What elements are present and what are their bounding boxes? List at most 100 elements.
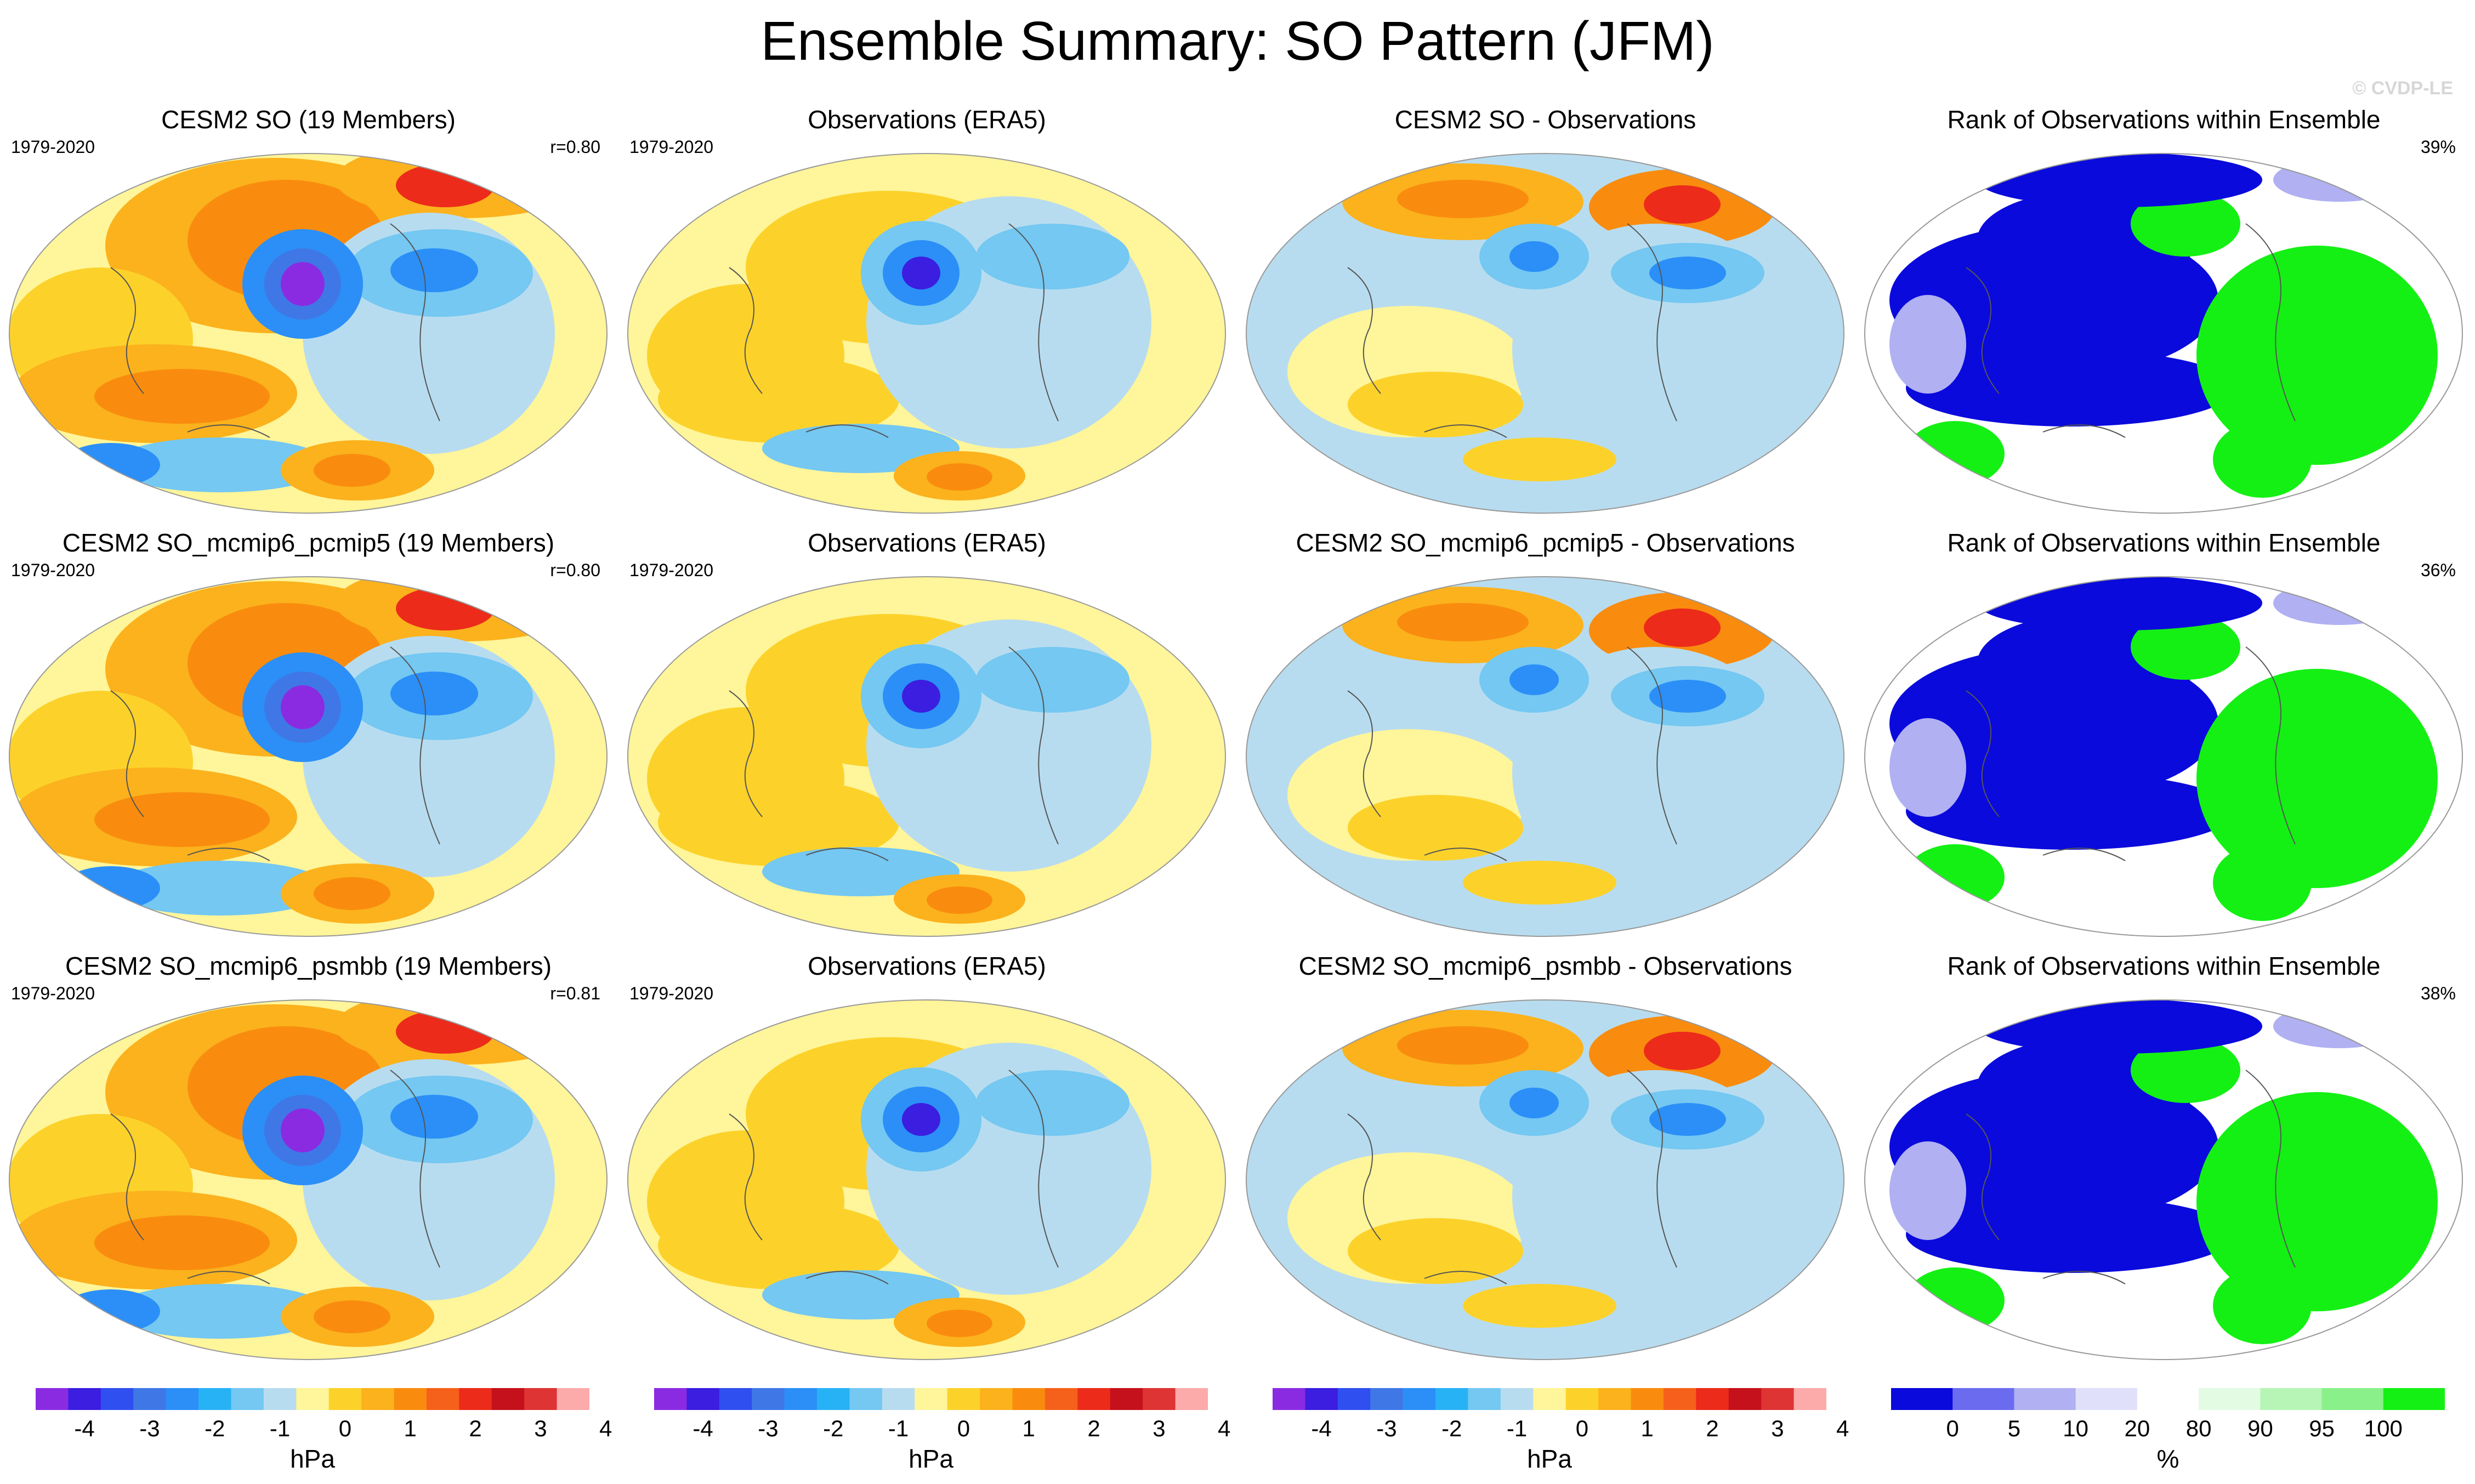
colorbar-units: hPa: [290, 1445, 335, 1473]
tropical-low-rank: [1906, 350, 2235, 427]
southern-low: [111, 437, 330, 492]
map-rank: [1864, 576, 2463, 937]
coastline: [2245, 1070, 2296, 1268]
period-label: 1979-2020: [629, 560, 714, 580]
north-america-low-core: [390, 672, 478, 715]
colorbar-swatch: [686, 1388, 720, 1410]
maritime-high: [658, 778, 899, 866]
colorbar-swatch: [263, 1388, 297, 1410]
colorbar-swatch: [1175, 1388, 1208, 1410]
colorbar-swatch: [328, 1388, 362, 1410]
map-border: [1246, 153, 1844, 514]
coastline: [390, 223, 440, 422]
coastline: [805, 1271, 889, 1284]
colorbar-swatch: [784, 1388, 818, 1410]
map-border: [9, 576, 608, 937]
colorbar-tick-label: 1: [1640, 1415, 1654, 1441]
panel-obs-row-2: Observations (ERA5) 1979-2020: [618, 522, 1235, 944]
coastline: [729, 1113, 763, 1241]
colorbar-tick-label: 10: [2063, 1415, 2089, 1441]
colorbar-swatch: [1403, 1388, 1436, 1410]
coastline: [1424, 424, 1507, 438]
colorbar-tick-label: 4: [1218, 1415, 1231, 1441]
panel-rank-row-2: Rank of Observations within Ensemble 36%: [1855, 522, 2472, 944]
colorbar-swatch: [2137, 1388, 2199, 1410]
map-model: [9, 153, 608, 514]
colorbar-tick-label: 0: [338, 1415, 352, 1441]
colorbar-units: %: [2156, 1445, 2179, 1473]
arctic-high-core: [396, 163, 495, 207]
panel-obs-row-1: Observations (ERA5) 1979-2020: [618, 99, 1235, 521]
colorbar-swatch: [2321, 1388, 2384, 1410]
colorbar-tick-label: 4: [599, 1415, 612, 1441]
colorbar-swatch: [394, 1388, 427, 1410]
north-high-rank: [2131, 614, 2240, 680]
colorbar-swatch: [915, 1388, 948, 1410]
aleutian-low-core: [902, 680, 940, 713]
maritime-positive: [1348, 795, 1523, 861]
maritime-high-core: [94, 369, 270, 424]
period-label: 1979-2020: [11, 983, 95, 1003]
north-high-rank: [2131, 191, 2240, 257]
colorbar-units: hPa: [909, 1445, 953, 1473]
colorbar-tick-label: 3: [1153, 1415, 1166, 1441]
coastline: [2042, 848, 2126, 861]
map-obs: [627, 153, 1226, 514]
colorbar-swatch: [2199, 1388, 2261, 1410]
map-border: [627, 576, 1226, 937]
colorbar-swatch: [1598, 1388, 1632, 1410]
period-label: 1979-2020: [11, 137, 95, 157]
west-edge-low-rank: [1889, 1141, 1966, 1240]
colorbar-tick-label: 2: [1706, 1415, 1719, 1441]
colorbar-tick-label: -4: [74, 1415, 95, 1441]
panel-title: CESM2 SO - Observations: [1394, 105, 1696, 134]
panel-title: Rank of Observations within Ensemble: [1947, 105, 2381, 134]
colorbar-swatch: [1533, 1388, 1566, 1410]
colorbar-tick-label: 80: [2186, 1415, 2212, 1441]
south-pacific-high-core: [314, 1300, 390, 1333]
colorbar-swatch: [980, 1388, 1013, 1410]
maritime-positive: [1348, 1218, 1523, 1284]
siberia-positive-core: [1644, 185, 1721, 224]
tropical-low-rank: [1906, 1196, 2235, 1273]
panel-title: CESM2 SO_mcmip6_pcmip5 - Observations: [1296, 528, 1795, 557]
colorbar-2: -4 -3 -2 -1 0 1 2 3 4 hPa: [654, 1388, 1230, 1473]
coastline: [1966, 690, 2000, 817]
map-model: [9, 576, 608, 937]
colorbar-swatch: [1435, 1388, 1468, 1410]
map-border: [1246, 999, 1844, 1360]
coastline: [390, 646, 440, 845]
colorbar-swatch: [2014, 1388, 2076, 1410]
coastline: [2245, 646, 2296, 845]
colorbar-swatch: [361, 1388, 395, 1410]
colorbar-swatch: [1045, 1388, 1078, 1410]
colorbar-swatch: [1696, 1388, 1729, 1410]
pattern-correlation: r=0.81: [550, 983, 600, 1003]
panel-diff-row-1: CESM2 SO - Observations: [1237, 99, 1854, 521]
map-rank: [1864, 999, 2463, 1360]
colorbar-swatch: [524, 1388, 558, 1410]
colorbar-swatch: [231, 1388, 264, 1410]
south-pacific-positive: [1463, 1284, 1616, 1328]
colorbar-swatch: [36, 1388, 69, 1410]
panel-title: Observations (ERA5): [808, 952, 1046, 980]
arctic-high-core: [396, 1010, 495, 1054]
polar-low-rank: [1977, 153, 2262, 207]
panel-rank-row-3: Rank of Observations within Ensemble 38%: [1855, 945, 2472, 1367]
north-america-low: [976, 1070, 1129, 1136]
colorbar-tick-label: -1: [1506, 1415, 1528, 1441]
colorbar-tick-label: -3: [1376, 1415, 1397, 1441]
coastline: [187, 424, 270, 438]
coastline: [729, 267, 763, 394]
colorbar-swatch: [1305, 1388, 1338, 1410]
colorbar-swatch: [752, 1388, 785, 1410]
aleutian-low-core: [281, 262, 325, 306]
polar-east-rank: [2273, 158, 2405, 202]
colorbar-swatch: [1273, 1388, 1305, 1410]
colorbar-swatch: [719, 1388, 752, 1410]
colorbar-tick-label: 1: [404, 1415, 417, 1441]
coastline: [1008, 223, 1059, 422]
map-border: [627, 153, 1226, 514]
south-pacific-high-core: [927, 463, 992, 491]
map-border: [9, 999, 608, 1360]
